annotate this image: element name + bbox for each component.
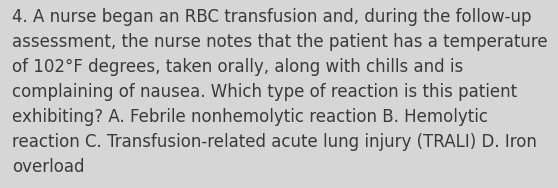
Text: 4. A nurse began an RBC transfusion and, during the follow-up
assessment, the nu: 4. A nurse began an RBC transfusion and,… <box>12 8 548 176</box>
